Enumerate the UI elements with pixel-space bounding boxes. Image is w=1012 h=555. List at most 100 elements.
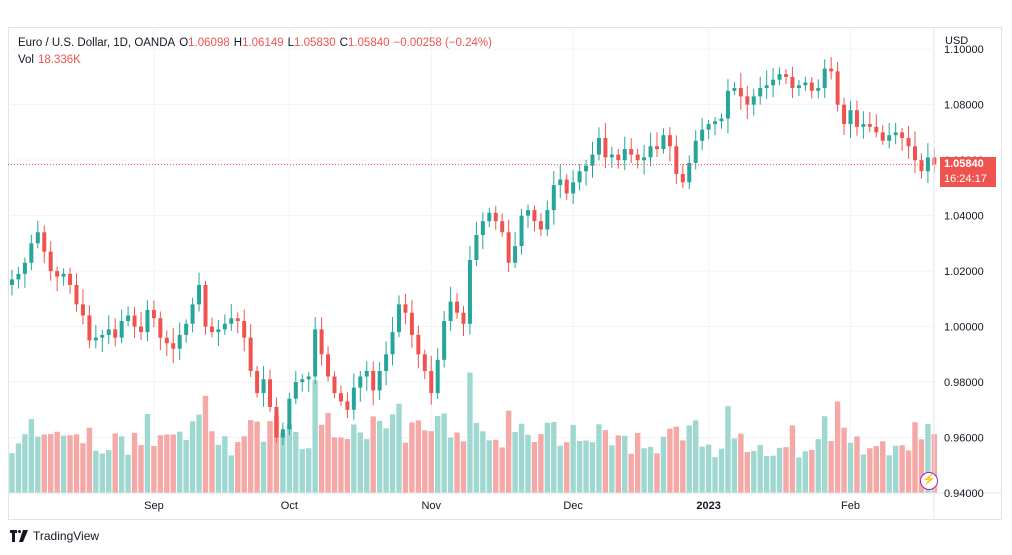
candle-body: [603, 137, 608, 158]
high-label: H: [233, 37, 243, 49]
candle-body: [874, 126, 879, 133]
volume-bar: [589, 442, 596, 493]
volume-bar: [738, 433, 744, 493]
candle-body: [571, 182, 576, 194]
candle-body: [551, 185, 556, 211]
high-value: 1.06149: [242, 37, 284, 49]
candle-body: [809, 82, 814, 91]
volume-bar: [770, 455, 776, 493]
candle-body: [867, 124, 872, 127]
volume-row: Vol 18.336K: [18, 52, 492, 69]
time-tick-label: Nov: [421, 500, 441, 512]
volume-bar: [815, 439, 821, 493]
candle-body: [416, 334, 421, 355]
volume-bar: [731, 438, 738, 493]
candle-body: [500, 221, 505, 233]
candle-body: [403, 304, 408, 313]
volume-bar: [667, 428, 673, 493]
volume-bar: [551, 421, 557, 493]
candle-body: [713, 121, 718, 125]
candle-body: [151, 309, 156, 319]
candle-body: [693, 140, 698, 163]
candle-body: [377, 370, 382, 391]
volume-bar: [73, 434, 80, 493]
currency-unit[interactable]: USD: [945, 35, 969, 47]
candle-body: [171, 343, 176, 349]
volume-bar: [763, 455, 770, 493]
candle-body: [229, 318, 234, 324]
candle-body: [35, 232, 40, 244]
volume-bar: [609, 445, 615, 493]
volume-bar: [641, 448, 647, 493]
time-axis[interactable]: Sep Oct Nov Dec 2023 Feb: [144, 500, 860, 512]
candle-body: [42, 232, 47, 252]
candle-body: [667, 135, 672, 147]
lightning-icon[interactable]: ⚡: [920, 472, 938, 490]
candle-body: [126, 315, 131, 322]
time-tick-label: Oct: [281, 500, 298, 512]
volume-bar: [48, 434, 54, 493]
change-value: −0.00258 (−0.24%): [393, 37, 492, 49]
candle-body: [261, 379, 266, 394]
volume-bar: [331, 437, 338, 493]
volume-bar: [918, 439, 925, 493]
candle-body: [790, 76, 795, 89]
countdown-tag: 16:24:17: [940, 171, 996, 187]
candle-body: [655, 146, 659, 150]
candle-body: [390, 332, 395, 355]
volume-bar: [409, 422, 415, 493]
volume-bar: [905, 450, 912, 493]
price-tick-label: 1.02000: [944, 266, 984, 278]
candle-body: [784, 74, 788, 77]
candle-body: [338, 393, 343, 402]
volume-bar: [518, 423, 525, 493]
candle-body: [861, 124, 866, 127]
volume-bar: [60, 435, 67, 493]
price-chart[interactable]: 1.100001.080001.060001.040001.020001.000…: [8, 27, 1002, 520]
candle-body: [164, 337, 169, 344]
volume-bar: [415, 420, 422, 493]
volume-label[interactable]: Vol: [18, 54, 34, 66]
candle-body: [119, 321, 124, 338]
candle-body: [197, 284, 202, 305]
brand-name: TradingView: [33, 529, 100, 543]
candle-body: [796, 85, 801, 89]
footer[interactable]: TradingView: [10, 529, 99, 543]
price-tick-label: 0.94000: [944, 488, 984, 500]
candle-body: [29, 243, 34, 263]
candle-body: [642, 157, 647, 161]
symbol-title[interactable]: Euro / U.S. Dollar, 1D, OANDA: [18, 37, 176, 49]
candle-body: [919, 160, 924, 172]
volume-bar: [660, 436, 667, 493]
candle-body: [287, 398, 292, 430]
candle-body: [177, 334, 182, 349]
candle-body: [725, 90, 730, 119]
candle-body: [442, 321, 447, 360]
volume-bar: [564, 442, 570, 493]
time-tick-label: Dec: [563, 500, 583, 512]
volume-bar: [189, 421, 196, 493]
low-value: 1.05830: [294, 37, 336, 49]
price-axis[interactable]: 1.100001.080001.060001.040001.020001.000…: [944, 44, 984, 500]
candle-body: [61, 273, 66, 277]
volume-bar: [86, 427, 93, 493]
volume-bar: [370, 416, 376, 493]
volume-bar: [841, 427, 847, 493]
candle-body: [719, 118, 724, 122]
candle-body: [467, 260, 472, 324]
volume-bar: [138, 445, 144, 493]
candle-body: [358, 376, 363, 388]
volume-bar: [892, 445, 899, 493]
close-label: C: [339, 37, 348, 49]
candle-body: [235, 318, 240, 322]
candle-body: [842, 104, 847, 125]
candle-body: [661, 135, 666, 150]
price-tick-label: 1.10000: [944, 44, 984, 56]
volume-bar: [125, 454, 131, 493]
volume-bar: [376, 420, 383, 493]
volume-bar: [215, 444, 222, 493]
candle-body: [925, 157, 930, 172]
volume-bar: [286, 424, 293, 493]
volume-bar: [596, 424, 602, 493]
candle-body: [900, 132, 905, 138]
